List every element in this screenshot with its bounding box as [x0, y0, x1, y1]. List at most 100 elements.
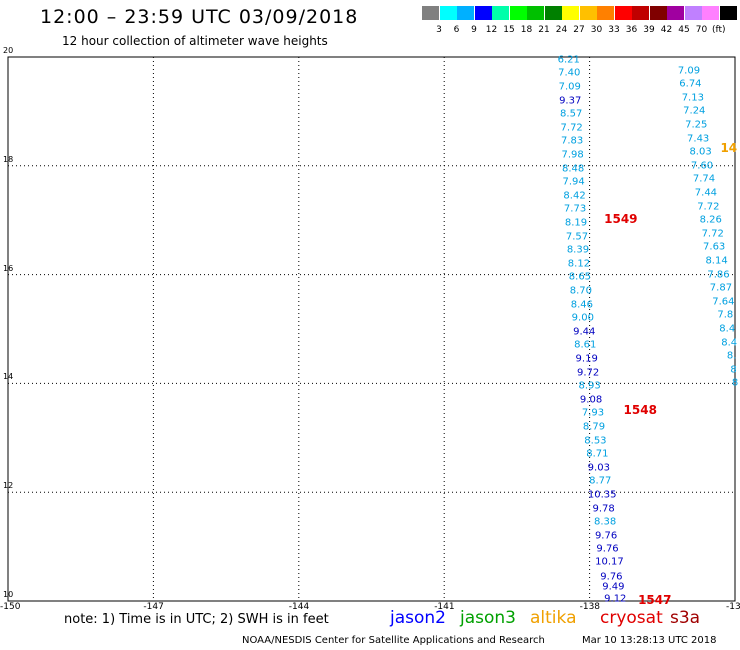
legend-level-label: 39: [643, 25, 655, 35]
credit-text: NOAA/NESDIS Center for Satellite Applica…: [242, 635, 545, 646]
wave-height-point: 9.37: [559, 95, 582, 107]
legend-level-label: 70: [695, 25, 708, 35]
wave-height-point: 7.94: [562, 176, 585, 188]
latitude-label: 16: [3, 263, 14, 273]
map-frame: [7, 56, 736, 602]
longitude-label: -13: [726, 602, 740, 612]
legend-level-label: 30: [590, 25, 603, 35]
wave-height-point: 7.72: [697, 201, 720, 213]
legend-swatch: [597, 6, 614, 20]
wave-height-point: 7.44: [694, 187, 718, 199]
wave-height-point: 8.39: [566, 244, 590, 256]
legend-swatch: [579, 6, 597, 20]
wave-height-point: 8.38: [593, 516, 617, 528]
legend-swatch: [457, 6, 474, 20]
legend-level-label: 42: [660, 25, 673, 35]
legend-swatch: [614, 6, 632, 20]
legend-level-label: 6: [453, 25, 460, 35]
wave-height-point: 7.43: [687, 133, 710, 145]
wave-height-point: 8.79: [582, 421, 606, 433]
wave-height-point: 7.86: [707, 269, 730, 281]
legend-swatch: [719, 6, 737, 20]
wave-height-point: 7.13: [681, 92, 704, 104]
wave-height-point: 8.77: [589, 475, 612, 487]
wave-height-point: 9.49: [602, 581, 625, 593]
wave-height-point: 9.08: [579, 394, 603, 406]
longitude-label: -144: [288, 602, 310, 612]
wave-height-point: 8.48: [561, 163, 585, 175]
legend-swatch: [509, 6, 527, 20]
wave-height-point: 7.09: [677, 65, 701, 77]
wave-height-point: 7.60: [690, 160, 714, 172]
wave-height-point: 8.65: [568, 271, 592, 283]
map-title: 12:00 – 23:59 UTC 03/09/2018: [40, 6, 359, 28]
pass-number-label: 1547: [638, 593, 672, 607]
wave-height-point: 9.76: [596, 543, 619, 555]
wave-height-point: 7.57: [565, 231, 589, 243]
satellite-name: s3a: [670, 608, 701, 628]
wave-height-point: 7.40: [558, 67, 581, 79]
pass-number-label: 1548: [623, 402, 657, 417]
legend-swatch: [702, 6, 719, 20]
wave-height-point: 7.93: [581, 407, 605, 419]
wave-height-point: 8.53: [584, 435, 607, 447]
color-legend: (ft) 3 6 9 12 15 18 21 24 27 30 33 36 39 42 45 70: [422, 6, 740, 40]
longitude-label: -138: [579, 602, 601, 612]
wave-height-point: 8.70: [569, 285, 593, 297]
wave-height-point: 7.74: [692, 173, 716, 185]
legend-level-label: 36: [625, 25, 638, 35]
longitude-label: -150: [0, 602, 21, 612]
wave-height-point: 8.4: [719, 323, 736, 335]
wave-height-point: 9.12: [604, 593, 627, 605]
legend-unit: (ft): [712, 25, 726, 35]
wave-height-point: 7.24: [683, 105, 706, 117]
longitude-label: -141: [434, 602, 455, 612]
wave-height-point: 8.03: [689, 146, 712, 158]
legend-swatch: [649, 6, 667, 20]
legend-swatch: [544, 6, 562, 20]
wave-height-point: 8.61: [574, 339, 597, 351]
footer-note: note: 1) Time is in UTC; 2) SWH is in fe…: [64, 612, 329, 627]
wave-height-point: 7.8: [717, 309, 734, 321]
latitude-label: 14: [3, 372, 14, 382]
wave-height-point: 8.12: [567, 258, 591, 270]
wave-height-point: 6.21: [557, 54, 580, 66]
satellite-name: jason3: [460, 608, 516, 628]
legend-level-label: 21: [538, 25, 550, 35]
legend-swatch: [562, 6, 579, 20]
wave-height-point: 8: [730, 364, 737, 376]
wave-height-point: 7.25: [685, 119, 708, 131]
wave-height-point: 7.73: [563, 203, 587, 215]
wave-height-point: 8: [731, 377, 739, 389]
wave-height-point: 7.83: [561, 135, 584, 147]
legend-level-label: 12: [485, 25, 498, 35]
legend-swatch: [439, 6, 457, 20]
wave-height-point: 8.71: [586, 448, 609, 460]
wave-height-point: 8.26: [699, 214, 722, 226]
wave-height-point: 9.00: [571, 312, 594, 324]
wave-height-point: 10.17: [595, 556, 624, 568]
wave-height-point: 9.03: [587, 462, 610, 474]
legend-swatch: [667, 6, 684, 20]
legend-level-label: 24: [555, 25, 568, 35]
legend-level-label: 15: [503, 25, 515, 35]
legend-level-label: 9: [471, 25, 477, 35]
pass-number-label: 1549: [604, 212, 638, 227]
wave-height-point: 6.74: [679, 78, 702, 90]
wave-height-point: 8.: [726, 350, 737, 362]
wave-height-point: 8.19: [564, 217, 588, 229]
legend-swatch: [684, 6, 702, 20]
wave-height-point: 8.14: [705, 255, 728, 267]
legend-swatch: [492, 6, 509, 20]
legend-level-label: 18: [520, 25, 533, 35]
wave-height-point: 7.72: [560, 122, 583, 134]
legend-level-label: 27: [573, 25, 585, 35]
pass-number-label: 14: [720, 141, 738, 156]
wave-height-point: 8.42: [563, 190, 586, 202]
legend-level-label: 45: [678, 25, 690, 35]
wave-height-point: 7.09: [558, 81, 581, 93]
wave-height-point: 8.4: [721, 337, 738, 349]
legend-swatch: [527, 6, 544, 20]
wave-height-point: 8.46: [570, 299, 593, 311]
